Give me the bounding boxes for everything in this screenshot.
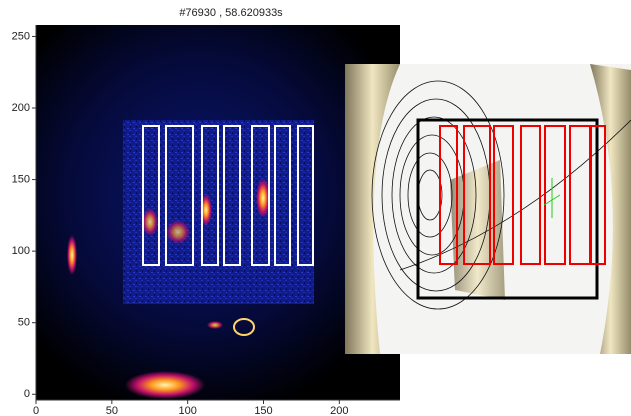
y-tick-label: 0 xyxy=(24,388,30,400)
y-tick-label: 200 xyxy=(12,102,30,114)
x-tick-label: 150 xyxy=(254,405,272,416)
y-tick-label: 150 xyxy=(12,173,30,185)
vessel-render xyxy=(345,64,631,354)
x-tick-label: 0 xyxy=(33,405,39,416)
x-tick-label: 50 xyxy=(106,405,118,416)
camera-image xyxy=(36,25,400,400)
x-tick-label: 100 xyxy=(178,405,196,416)
y-tick-label: 250 xyxy=(12,30,30,42)
chart-title: #76930 , 58.620933s xyxy=(179,7,283,19)
x-tick-label: 200 xyxy=(330,405,348,416)
y-tick-label: 50 xyxy=(18,317,30,329)
y-tick-label: 100 xyxy=(12,245,30,257)
